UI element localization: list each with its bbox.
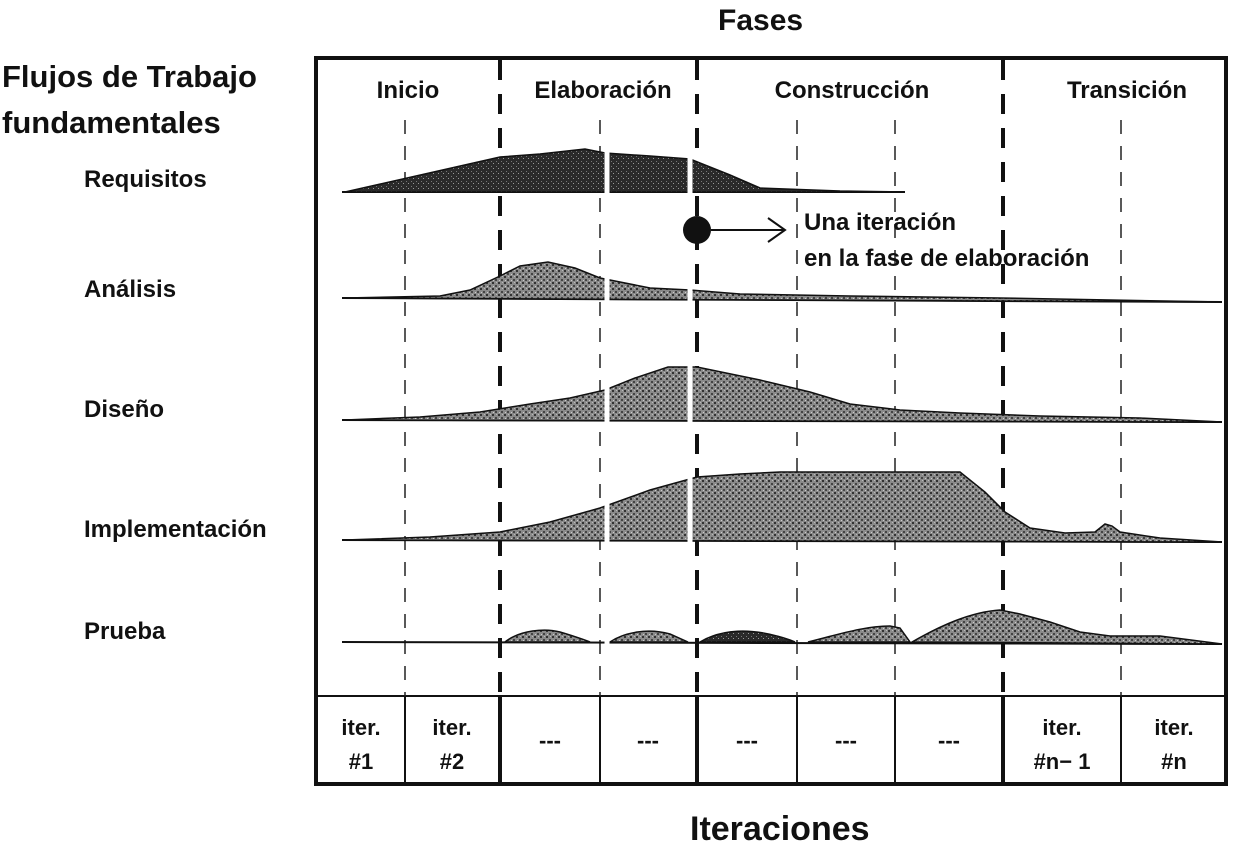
workflows-title-line1: Flujos de Trabajo [2, 59, 257, 94]
workflow-curve-requisitos [344, 148, 906, 193]
workflow-label-analisis: Análisis [84, 276, 177, 303]
iteration-cell-label: --- [539, 728, 561, 753]
diagram-frame [314, 56, 1228, 786]
iteration-cell-label: iter. [341, 715, 380, 740]
phases-title: Fases [718, 4, 804, 37]
iteration-cell-label: iter. [1154, 715, 1193, 740]
iteration-cells: iter. #1 iter. #2 --- --- --- --- --- iter. #n− 1 i… [341, 715, 1193, 774]
iteration-cell-separators [404, 696, 1122, 784]
workflow-label-prueba: Prueba [84, 618, 166, 645]
iteration-cell-label: iter. [432, 715, 471, 740]
phase-label-inicio: Inicio [377, 77, 440, 104]
workflow-curve-analisis [344, 261, 1223, 303]
iteration-cell-label: --- [938, 728, 960, 753]
iteration-cell-label: iter. [1042, 715, 1081, 740]
iteration-cell-label: #n [1161, 749, 1187, 774]
iteration-cell-label: --- [736, 728, 758, 753]
workflow-curve-diseno [344, 366, 1223, 423]
workflow-label-diseno: Diseño [84, 396, 165, 423]
phase-label-transicion: Transición [1067, 77, 1187, 104]
iterations-title: Iteraciones [690, 810, 870, 848]
iteration-cell-label: --- [637, 728, 659, 753]
workflows-title-line2: fundamentales [2, 105, 221, 140]
workflow-label-requisitos: Requisitos [84, 166, 207, 193]
workflows-title: Flujos de Trabajo fundamentales [2, 54, 257, 146]
workflow-curve-implementacion [344, 471, 1223, 543]
phase-label-elaboracion: Elaboración [534, 77, 671, 104]
annotation-line2: en la fase de elaboración [804, 245, 1089, 272]
annotation-line1: Una iteración [804, 209, 956, 236]
iteration-cell-label: #n− 1 [1034, 749, 1091, 774]
iteration-marker-dot [683, 216, 711, 244]
workflow-label-implementacion: Implementación [84, 516, 267, 543]
phase-label-construccion: Construcción [775, 77, 930, 104]
workflow-curve-prueba [502, 609, 1223, 645]
iteration-gaps [604, 145, 693, 646]
iteration-cell-label: --- [835, 728, 857, 753]
annotation-arrow [711, 217, 787, 243]
iteration-cell-label: #1 [349, 749, 373, 774]
iteration-cell-label: #2 [440, 749, 464, 774]
